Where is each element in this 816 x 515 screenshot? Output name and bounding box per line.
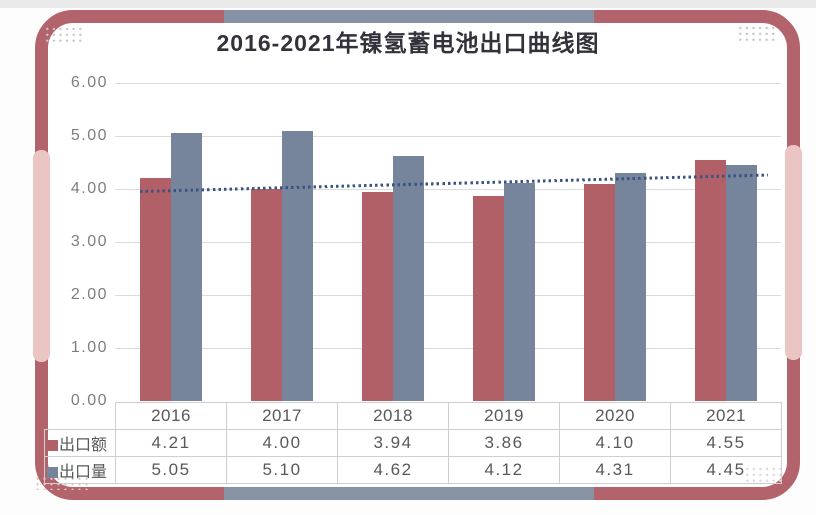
table-value-cell: 4.55 [670,429,782,457]
y-gridline [115,242,781,243]
y-axis-tick-label: 4.00 [70,180,108,197]
y-gridline [115,189,781,190]
y-gridline [115,295,781,296]
table-value-cell: 4.21 [115,429,227,457]
table-year-header: 2021 [670,402,782,430]
table-value-cell: 3.86 [448,429,560,457]
y-axis-tick-label: 6.00 [70,74,108,91]
legend-swatch-icon [47,467,58,478]
table-row: 出口量 5.05 5.10 4.62 4.12 4.31 4.45 [44,456,782,484]
table-value-cell: 4.31 [559,456,671,484]
dot-grid-icon [737,25,776,42]
table-value-cell: 3.94 [337,429,449,457]
table-year-header: 2017 [226,402,338,430]
bar-出口量-2019 [503,182,535,401]
bar-出口量-2020 [614,172,646,401]
table-value-cell: 4.10 [559,429,671,457]
data-table: 2016 2017 2018 2019 2020 2021 出口额 4.21 4.00 3.94 3… [44,402,782,484]
table-year-header: 2019 [448,402,560,430]
bar-出口额-2020 [583,183,615,401]
bar-出口额-2018 [361,192,393,401]
table-value-cell: 5.05 [115,456,227,484]
bar-出口量-2018 [392,156,424,401]
table-value-cell: 4.12 [448,456,560,484]
table-value-cell: 4.62 [337,456,449,484]
table-year-header: 2016 [115,402,227,430]
legend-label: 出口量 [59,464,108,481]
bar-出口量-2021 [725,165,757,401]
bar-出口量-2017 [281,130,313,401]
bar-出口额-2021 [694,159,726,401]
y-axis-tick-label: 5.00 [70,127,108,144]
legend-item-出口量: 出口量 [44,456,116,484]
table-value-cell: 4.45 [670,456,782,484]
bar-出口额-2016 [139,177,171,401]
bar-出口额-2017 [250,189,282,401]
bar-出口量-2016 [170,133,202,401]
frame-top-accent [224,10,594,23]
table-value-cell: 4.00 [226,429,338,457]
page-top-strip [0,0,816,8]
y-axis-tick-label: 3.00 [70,233,108,250]
table-year-header: 2018 [337,402,449,430]
frame-right-accent [785,145,802,360]
legend-label: 出口额 [59,437,108,454]
frame-left-accent [33,150,50,362]
table-corner-cell [44,402,116,430]
legend-swatch-icon [47,440,58,451]
dot-grid-icon [44,26,83,43]
y-axis-tick-label: 2.00 [70,286,108,303]
table-year-header: 2020 [559,402,671,430]
y-gridline [115,83,781,84]
table-row: 出口额 4.21 4.00 3.94 3.86 4.10 4.55 [44,429,782,457]
table-value-cell: 5.10 [226,456,338,484]
frame-bottom-accent [224,487,594,500]
y-gridline [115,348,781,349]
y-gridline [115,136,781,137]
chart-title: 2016-2021年镍氢蓄电池出口曲线图 [216,30,600,56]
bar-出口额-2019 [472,196,504,401]
legend-item-出口额: 出口额 [44,429,116,457]
y-axis-tick-label: 1.00 [70,339,108,356]
